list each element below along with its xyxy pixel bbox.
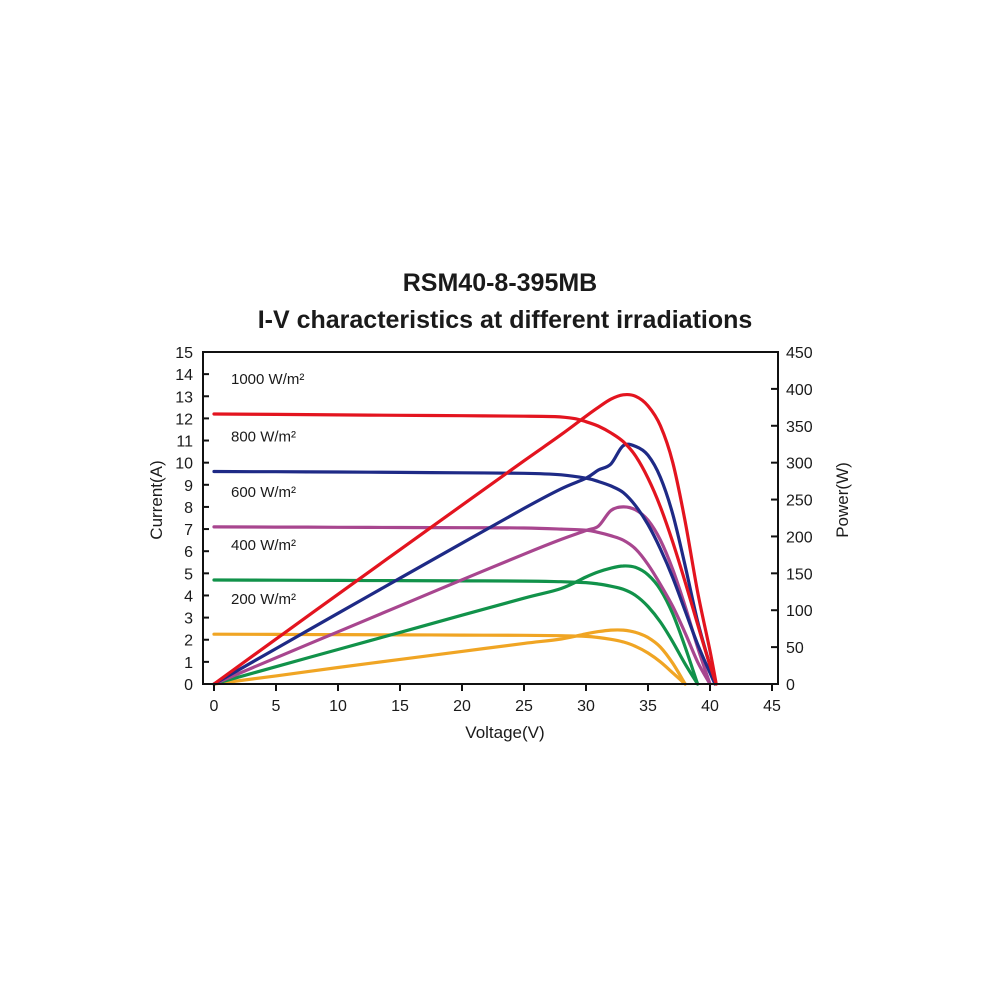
y-tick-label: 14	[175, 367, 193, 384]
x-tick-label: 30	[577, 698, 595, 715]
y-tick-label: 0	[184, 677, 193, 694]
y2-tick-label: 100	[786, 603, 813, 620]
iv-curve-800	[212, 469, 717, 686]
iv-curve-1000	[212, 412, 718, 686]
y-tick-label: 1	[184, 655, 193, 672]
y2-tick-label: 150	[786, 566, 813, 583]
pv-curve-1000	[212, 392, 718, 686]
pv-curve-400	[212, 564, 700, 686]
y2-tick-label: 0	[786, 677, 795, 694]
y-tick-label: 3	[184, 611, 193, 628]
y2-tick-label: 450	[786, 345, 813, 362]
irradiance-labels: 1000 W/m² 800 W/m² 600 W/m² 400 W/m² 200 W/m…	[231, 371, 304, 608]
plot-frame	[202, 351, 779, 685]
x-tick-label: 25	[515, 698, 533, 715]
y2-tick-label: 400	[786, 382, 813, 399]
x-tick-label: 5	[272, 698, 281, 715]
x-tick-label: 10	[329, 698, 347, 715]
y2-tick-label: 250	[786, 493, 813, 510]
iv-curve-600	[212, 525, 712, 686]
y-tick-label: 11	[176, 434, 193, 451]
irradiance-label-400: 400 W/m²	[231, 537, 296, 554]
y2-axis-ticks: 0 50 100 150 200 250 300 350 400 450	[771, 345, 813, 694]
irradiance-label-800: 800 W/m²	[231, 429, 296, 446]
y2-tick-label: 200	[786, 529, 813, 546]
y-tick-label: 12	[175, 411, 193, 428]
irradiance-label-600: 600 W/m²	[231, 484, 296, 501]
y-tick-label: 13	[175, 389, 193, 406]
pv-curve-800	[212, 442, 717, 686]
chart-title: RSM40-8-395MB	[403, 269, 598, 297]
y-tick-label: 8	[184, 500, 193, 517]
pv-curve-200	[212, 628, 687, 686]
y-tick-label: 6	[184, 544, 193, 561]
y2-tick-label: 300	[786, 456, 813, 473]
x-tick-label: 45	[763, 698, 781, 715]
y2-axis-label: Power(W)	[833, 462, 852, 538]
irradiance-label-200: 200 W/m²	[231, 591, 296, 608]
y2-tick-label: 50	[786, 640, 804, 657]
y-tick-label: 2	[184, 633, 193, 650]
y-tick-label: 7	[184, 522, 193, 539]
x-tick-label: 40	[701, 698, 719, 715]
y-tick-label: 4	[184, 588, 193, 605]
pv-curve-600	[212, 505, 712, 686]
plot-curves	[212, 392, 718, 686]
iv-curve-200	[212, 632, 687, 686]
x-tick-label: 15	[391, 698, 409, 715]
x-tick-label: 20	[453, 698, 471, 715]
iv-curve-400	[212, 578, 700, 686]
x-axis-label: Voltage(V)	[465, 723, 544, 742]
y-tick-label: 5	[184, 566, 193, 583]
y-tick-label: 10	[175, 456, 193, 473]
y-axis-label: Current(A)	[147, 460, 166, 539]
x-axis-ticks: 0 5 10 15 20 25 30 35 40 45	[210, 684, 781, 715]
irradiance-label-1000: 1000 W/m²	[231, 371, 304, 388]
x-tick-label: 35	[639, 698, 657, 715]
x-tick-label: 0	[210, 698, 219, 715]
y-tick-label: 15	[175, 345, 193, 362]
y2-tick-label: 350	[786, 419, 813, 436]
y-tick-label: 9	[184, 478, 193, 495]
chart-subtitle: I-V characteristics at different irradia…	[258, 306, 753, 334]
